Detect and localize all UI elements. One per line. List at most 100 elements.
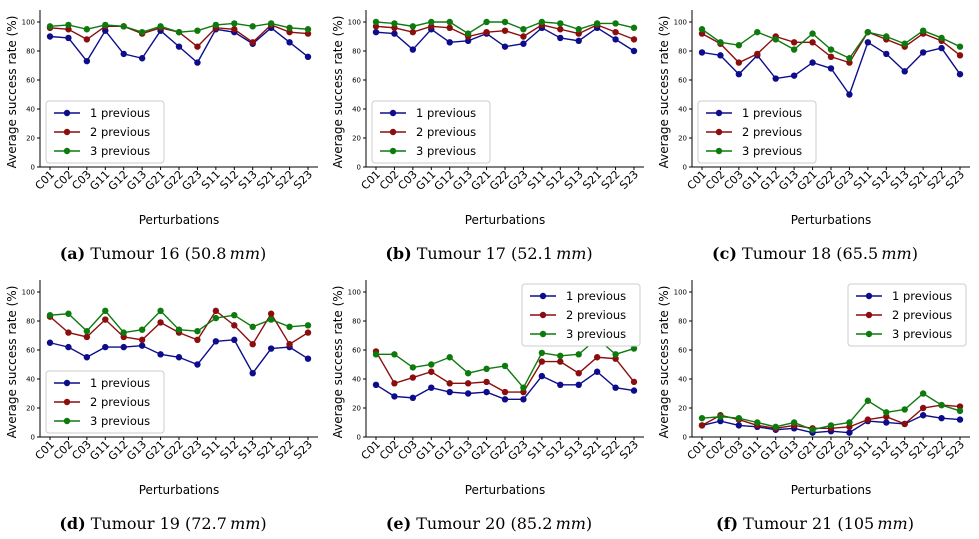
legend-entry: 1 previous: [416, 106, 476, 120]
data-point-1: [612, 384, 619, 391]
legend-entry: 2 previous: [90, 125, 150, 139]
data-point-2: [593, 354, 601, 361]
data-point-1: [538, 372, 546, 380]
data-point-1: [446, 39, 453, 46]
caption-letter: (c): [712, 244, 737, 263]
caption-letter: (d): [59, 514, 86, 533]
data-point-3: [304, 322, 312, 329]
panel-caption: (e) Tumour 20 (85.2 mm): [326, 514, 652, 533]
data-point-3: [372, 18, 380, 26]
legend-marker-1: [63, 109, 71, 117]
y-tick-label: 40: [26, 376, 35, 384]
data-point-2: [249, 39, 256, 46]
legend-entry: 3 previous: [566, 327, 626, 341]
legend-entry: 1 previous: [742, 106, 802, 120]
chart-panel-3: 0 20 40 60 80 100 C01 C02 C03 G11 G12 G13 G21 G22 G23 S…: [652, 0, 978, 269]
data-point-1: [557, 34, 564, 42]
data-point-1: [446, 388, 453, 396]
y-tick-label: 100: [22, 289, 35, 297]
data-point-2: [520, 33, 527, 40]
legend-entry: 2 previous: [90, 395, 150, 409]
data-point-2: [231, 322, 238, 329]
y-tick-label: 100: [22, 19, 35, 27]
y-tick-label: 80: [26, 318, 35, 326]
data-point-1: [630, 387, 638, 394]
x-axis-label: Perturbations: [465, 483, 546, 497]
x-tick-label: S23: [617, 438, 641, 462]
data-point-1: [231, 336, 238, 344]
data-point-2: [102, 316, 109, 323]
chart-panel-4: 0 20 40 60 80 100 C01 C02 C03 G11 G12 G13 G21 G22 G23 S…: [0, 270, 326, 539]
legend-entry: 3 previous: [742, 144, 802, 158]
y-tick-label: 80: [678, 48, 687, 56]
legend-marker-3: [539, 330, 547, 338]
data-point-1: [846, 91, 853, 98]
x-tick-label: S23: [943, 438, 967, 462]
legend-marker-1: [389, 109, 397, 117]
y-tick-label: 20: [26, 135, 35, 143]
legend-entry: 3 previous: [892, 327, 952, 341]
x-axis-label: Perturbations: [791, 213, 872, 227]
data-point-3: [65, 21, 72, 29]
caption-unit: mm: [230, 514, 261, 533]
legend-box: [697, 100, 817, 164]
y-axis-label: Average success rate (%): [331, 286, 345, 439]
y-tick-label: 0: [683, 434, 687, 442]
legend: 1 previous 2 previous 3 previous: [371, 100, 491, 164]
data-point-3: [772, 423, 779, 431]
data-point-2: [483, 378, 490, 386]
data-point-3: [790, 419, 798, 426]
chart-panel-2: 0 20 40 60 80 100 C01 C02 C03 G11 G12 G13 G21 G22 G23 S…: [326, 0, 652, 269]
data-point-1: [717, 52, 724, 59]
data-point-3: [138, 326, 146, 333]
data-point-3: [446, 18, 453, 26]
data-point-1: [501, 396, 509, 403]
data-point-3: [754, 419, 761, 426]
data-point-3: [772, 36, 779, 43]
legend-marker-3: [63, 417, 71, 425]
data-point-1: [138, 55, 146, 62]
data-point-3: [102, 307, 109, 315]
caption-letter: (f): [716, 514, 739, 533]
legend-marker-1: [715, 109, 723, 117]
y-tick-label: 100: [674, 19, 687, 27]
legend-entry: 1 previous: [90, 376, 150, 390]
data-point-1: [520, 40, 527, 47]
x-tick-label: S23: [291, 168, 315, 192]
data-point-1: [575, 37, 582, 45]
data-point-1: [593, 368, 601, 375]
data-point-1: [194, 59, 201, 66]
y-tick-label: 60: [26, 347, 35, 355]
data-point-3: [267, 20, 275, 27]
data-point-3: [520, 26, 527, 33]
legend-entry: 2 previous: [416, 125, 476, 139]
data-point-2: [901, 420, 908, 428]
data-point-3: [157, 307, 164, 315]
data-point-3: [501, 362, 509, 370]
data-point-2: [138, 336, 146, 344]
legend-box: [521, 283, 641, 347]
caption-title: Tumour 19 (72.7: [85, 514, 231, 533]
data-point-2: [83, 333, 91, 341]
data-point-1: [938, 414, 945, 422]
data-point-3: [809, 30, 816, 37]
data-point-3: [304, 26, 312, 33]
data-point-2: [919, 404, 927, 412]
data-point-2: [194, 43, 201, 50]
data-point-1: [138, 342, 146, 349]
data-point-3: [630, 24, 638, 31]
x-axis-label: Perturbations: [139, 483, 220, 497]
data-point-3: [901, 40, 908, 47]
chart-panel-5: 0 20 40 60 80 100 C01 C02 C03 G11 G12 G13 G21 G22 G23 S…: [326, 270, 652, 539]
data-point-3: [956, 407, 964, 415]
y-tick-label: 20: [352, 135, 361, 143]
data-point-3: [391, 20, 398, 27]
data-point-3: [754, 28, 761, 36]
data-point-1: [391, 30, 398, 37]
data-point-1: [809, 59, 816, 66]
data-point-2: [575, 370, 582, 377]
data-point-2: [249, 341, 256, 348]
caption-unit: mm: [555, 514, 586, 533]
y-tick-label: 100: [348, 289, 361, 297]
data-point-2: [630, 36, 638, 43]
